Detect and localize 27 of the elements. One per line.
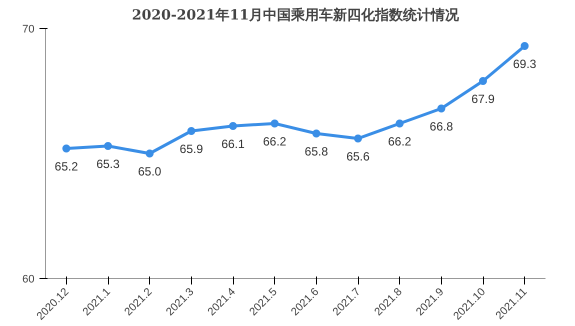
text: 67.9 xyxy=(471,92,495,106)
text: 66.8 xyxy=(430,120,454,134)
text: 65.6 xyxy=(346,150,370,164)
text: 66.2 xyxy=(388,134,412,148)
point xyxy=(479,77,487,85)
point xyxy=(62,144,70,152)
chart-title: 2020-2021年11月中国乘用车新四化指数统计情况 xyxy=(132,6,460,24)
text: 66.1 xyxy=(221,137,245,151)
text: 65.0 xyxy=(138,164,162,178)
text: 65.3 xyxy=(96,157,120,171)
y-tick-label: 70 xyxy=(22,24,35,36)
point xyxy=(229,122,237,130)
point xyxy=(312,130,320,138)
y-tick-label: 60 xyxy=(22,274,35,286)
point xyxy=(187,127,196,135)
text: 66.2 xyxy=(262,134,286,148)
text: 69.3 xyxy=(512,57,536,71)
text: 65.8 xyxy=(304,144,328,158)
point xyxy=(437,104,446,112)
point xyxy=(520,42,529,50)
point xyxy=(146,150,154,158)
text: 65.2 xyxy=(54,160,78,174)
text: 65.9 xyxy=(180,142,204,156)
point xyxy=(354,134,362,142)
point xyxy=(104,142,112,150)
point xyxy=(270,120,279,128)
point xyxy=(396,120,404,128)
